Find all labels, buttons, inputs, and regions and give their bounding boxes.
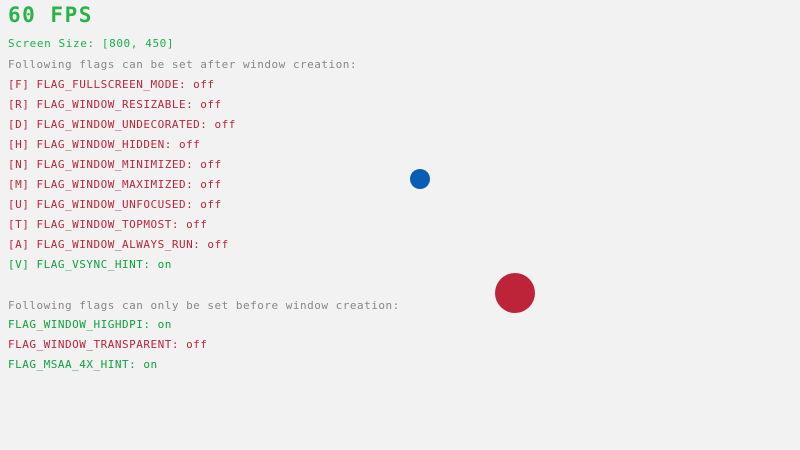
flag-window-transparent: FLAG_WINDOW_TRANSPARENT: off (8, 338, 208, 351)
section-heading-before-creation: Following flags can only be set before w… (8, 299, 400, 312)
flag-window-minimized[interactable]: [N] FLAG_WINDOW_MINIMIZED: off (8, 158, 222, 171)
flag-window-highdpi: FLAG_WINDOW_HIGHDPI: on (8, 318, 172, 331)
flag-vsync-hint[interactable]: [V] FLAG_VSYNC_HINT: on (8, 258, 172, 271)
flag-window-undecorated[interactable]: [D] FLAG_WINDOW_UNDECORATED: off (8, 118, 236, 131)
section-heading-after-creation: Following flags can be set after window … (8, 58, 358, 71)
flag-window-topmost[interactable]: [T] FLAG_WINDOW_TOPMOST: off (8, 218, 208, 231)
flag-window-unfocused[interactable]: [U] FLAG_WINDOW_UNFOCUSED: off (8, 198, 222, 211)
flag-fullscreen-mode[interactable]: [F] FLAG_FULLSCREEN_MODE: off (8, 78, 215, 91)
flag-window-resizable[interactable]: [R] FLAG_WINDOW_RESIZABLE: off (8, 98, 222, 111)
flag-window-always-run[interactable]: [A] FLAG_WINDOW_ALWAYS_RUN: off (8, 238, 229, 251)
flag-window-maximized[interactable]: [M] FLAG_WINDOW_MAXIMIZED: off (8, 178, 222, 191)
screen-size-label: Screen Size: [800, 450] (8, 37, 175, 50)
flag-window-hidden[interactable]: [H] FLAG_WINDOW_HIDDEN: off (8, 138, 201, 151)
flag-msaa-4x-hint: FLAG_MSAA_4X_HINT: on (8, 358, 158, 371)
red-ball-shape (495, 273, 535, 313)
blue-ball-shape (410, 169, 430, 189)
fps-counter: 60 FPS (8, 3, 93, 27)
